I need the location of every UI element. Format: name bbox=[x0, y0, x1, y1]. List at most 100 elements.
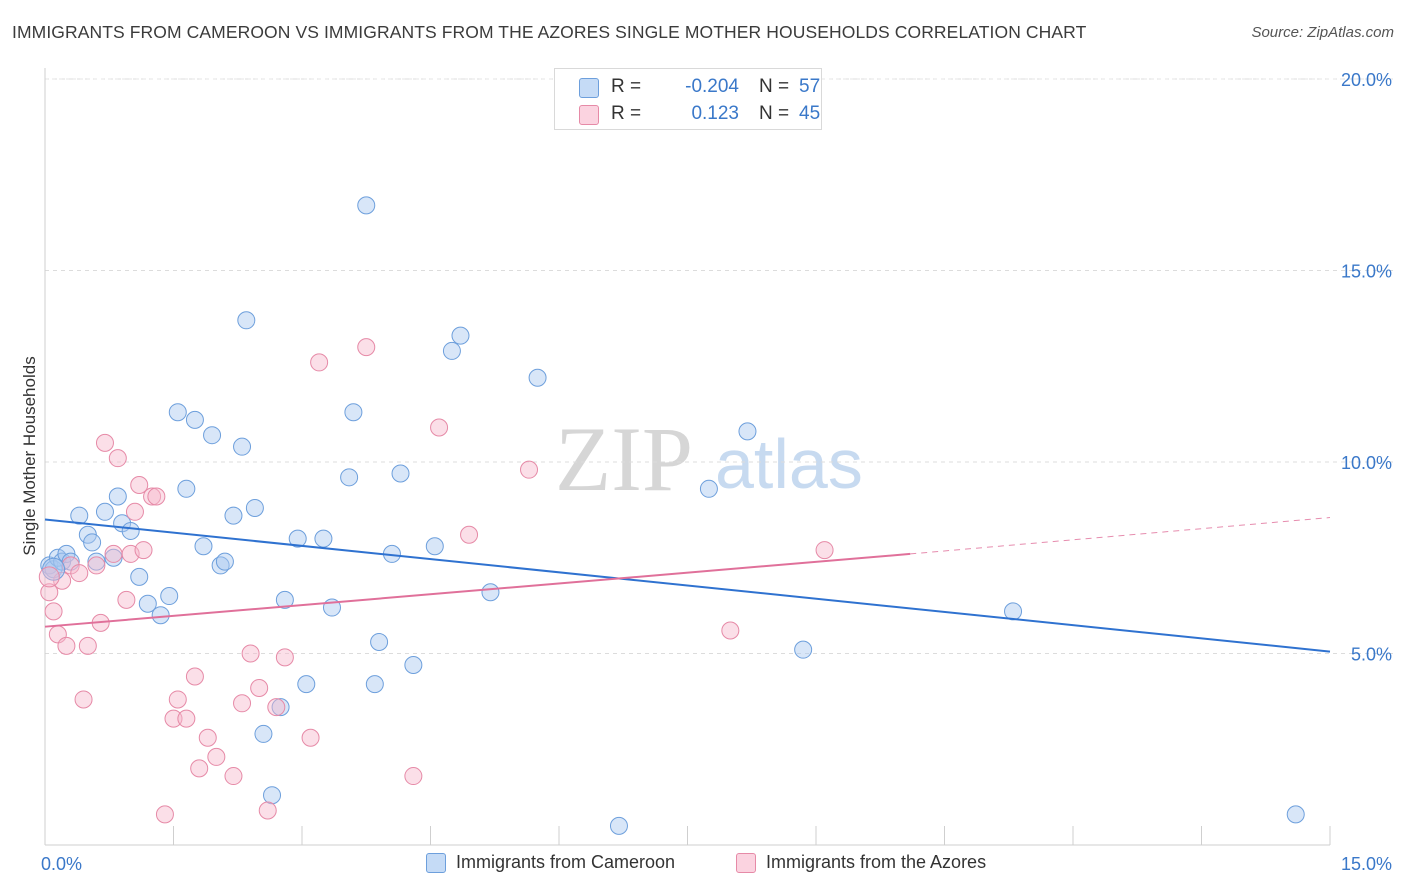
point-azores bbox=[250, 678, 269, 697]
point-cameroon bbox=[425, 537, 444, 556]
point-azores bbox=[44, 602, 63, 621]
point-cameroon bbox=[83, 533, 102, 552]
point-cameroon bbox=[87, 552, 106, 571]
point-azores bbox=[155, 805, 174, 824]
point-azores bbox=[207, 747, 226, 766]
point-cameroon bbox=[1286, 805, 1305, 824]
point-cameroon bbox=[404, 655, 423, 674]
legend-r-label: R = bbox=[611, 76, 642, 97]
point-cameroon bbox=[215, 552, 234, 571]
point-azores bbox=[241, 644, 260, 663]
point-cameroon bbox=[699, 479, 718, 498]
grid-lines bbox=[45, 78, 1395, 654]
point-cameroon bbox=[168, 403, 187, 422]
tick-labels: 5.0% 10.0% 15.0% 20.0% 0.0% 15.0% bbox=[41, 70, 1392, 874]
point-cameroon bbox=[254, 724, 273, 743]
point-azores bbox=[198, 728, 217, 747]
point-azores bbox=[275, 648, 294, 667]
point-azores bbox=[130, 475, 149, 494]
point-azores bbox=[95, 433, 114, 452]
point-cameroon bbox=[70, 506, 89, 525]
point-cameroon bbox=[738, 422, 757, 441]
point-cameroon bbox=[194, 537, 213, 556]
point-azores bbox=[143, 487, 162, 506]
point-azores bbox=[40, 583, 59, 602]
point-cameroon bbox=[95, 502, 114, 521]
bottom-legend-swatch-cameroon bbox=[426, 853, 446, 873]
point-azores bbox=[404, 767, 423, 786]
point-cameroon bbox=[104, 548, 123, 567]
point-cameroon bbox=[138, 594, 157, 613]
point-cameroon bbox=[794, 640, 813, 659]
y-tick-label: 10.0% bbox=[1341, 453, 1392, 473]
point-cameroon bbox=[370, 633, 389, 652]
point-azores bbox=[721, 621, 740, 640]
point-azores bbox=[520, 460, 539, 479]
point-azores bbox=[177, 709, 196, 728]
point-azores bbox=[74, 690, 93, 709]
point-azores bbox=[108, 449, 127, 468]
legend-r-value: 0.123 bbox=[691, 103, 739, 124]
point-azores bbox=[233, 694, 252, 713]
point-cameroon bbox=[233, 437, 252, 456]
point-azores bbox=[310, 353, 329, 372]
point-azores bbox=[164, 709, 183, 728]
legend-r-value: -0.204 bbox=[685, 76, 739, 97]
x-tick-label: 15.0% bbox=[1341, 854, 1392, 874]
point-azores bbox=[267, 698, 286, 717]
point-azores bbox=[258, 801, 277, 820]
point-cameroon bbox=[357, 196, 376, 215]
point-cameroon bbox=[442, 341, 461, 360]
point-cameroon bbox=[237, 311, 256, 330]
legend-n-label: N = bbox=[759, 103, 790, 124]
source-label: Source: ZipAtlas.com bbox=[1251, 24, 1394, 41]
data-points bbox=[38, 196, 1305, 835]
watermark-atlas: atlas bbox=[715, 425, 863, 503]
bottom-legend-label-azores: Immigrants from the Azores bbox=[766, 852, 987, 872]
bottom-legend-swatch-azores bbox=[736, 853, 756, 873]
trend-line-cameroon bbox=[44, 518, 1331, 653]
point-azores bbox=[190, 759, 209, 778]
point-cameroon bbox=[263, 786, 282, 805]
point-cameroon bbox=[1004, 602, 1023, 621]
point-cameroon bbox=[451, 326, 470, 345]
point-cameroon bbox=[271, 698, 290, 717]
y-tick-label: 20.0% bbox=[1341, 70, 1392, 90]
point-cameroon bbox=[151, 606, 170, 625]
point-cameroon bbox=[130, 567, 149, 586]
legend-n-value: 45 bbox=[799, 103, 821, 124]
legend-swatch-azores bbox=[579, 105, 599, 125]
point-cameroon bbox=[224, 506, 243, 525]
bottom-legend-label-cameroon: Immigrants from Cameroon bbox=[456, 852, 676, 872]
point-cameroon bbox=[121, 521, 140, 540]
point-cameroon bbox=[609, 816, 628, 835]
point-azores bbox=[815, 541, 834, 560]
point-azores bbox=[460, 525, 479, 544]
point-cameroon bbox=[288, 529, 307, 548]
point-cameroon bbox=[297, 675, 316, 694]
y-tick-label: 15.0% bbox=[1341, 262, 1392, 282]
point-cameroon bbox=[275, 590, 294, 609]
point-azores bbox=[125, 502, 144, 521]
point-azores bbox=[224, 767, 243, 786]
point-azores bbox=[38, 566, 60, 588]
legend-n-value: 57 bbox=[799, 76, 821, 97]
point-cameroon bbox=[177, 479, 196, 498]
point-azores bbox=[168, 690, 187, 709]
point-azores bbox=[78, 636, 97, 655]
x-tick-label: 0.0% bbox=[41, 854, 82, 874]
point-azores bbox=[147, 487, 166, 506]
point-azores bbox=[57, 636, 76, 655]
point-azores bbox=[87, 556, 106, 575]
point-cameroon bbox=[481, 583, 500, 602]
legend-r-label: R = bbox=[611, 103, 642, 124]
trend-line-azores bbox=[44, 552, 911, 628]
point-cameroon bbox=[344, 403, 363, 422]
point-cameroon bbox=[203, 426, 222, 445]
point-cameroon bbox=[314, 529, 333, 548]
point-azores bbox=[117, 590, 136, 609]
point-azores bbox=[70, 564, 89, 583]
trend-lines bbox=[44, 517, 1331, 653]
point-azores bbox=[301, 728, 320, 747]
